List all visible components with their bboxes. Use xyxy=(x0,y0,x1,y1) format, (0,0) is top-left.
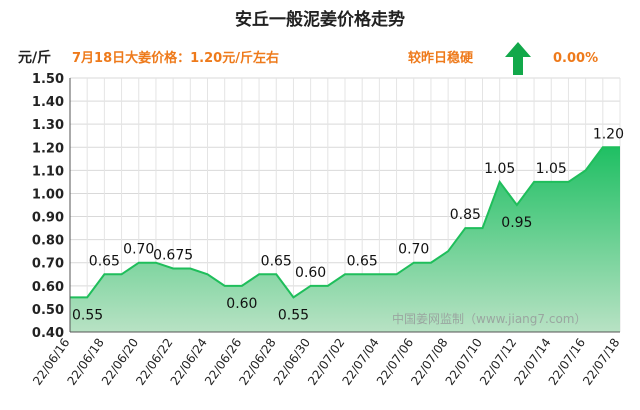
data-labels: 0.550.650.700.6750.600.650.550.600.650.7… xyxy=(72,126,624,323)
x-axis-ticks: 22/06/1622/06/1822/06/2022/06/2222/06/24… xyxy=(30,336,622,388)
y-tick-label: 1.00 xyxy=(32,187,64,202)
compare-label: 较昨日稳硬 xyxy=(408,50,474,66)
data-label: 0.60 xyxy=(226,296,257,312)
data-label: 0.70 xyxy=(123,242,154,258)
data-label: 0.675 xyxy=(153,248,193,264)
data-label: 1.05 xyxy=(484,161,515,177)
y-tick-label: 0.40 xyxy=(32,326,64,341)
y-tick-label: 0.90 xyxy=(32,211,64,226)
chart-title: 安丘一般泥姜价格走势 xyxy=(235,9,405,30)
data-label: 0.95 xyxy=(501,215,532,231)
y-tick-label: 1.10 xyxy=(32,164,64,179)
price-summary: 7月18日大姜价格：1.20元/斤左右 xyxy=(72,50,279,66)
watermark: 中国姜网监制（www.jiang7.com） xyxy=(392,311,586,326)
price-line xyxy=(70,146,620,299)
y-tick-label: 1.30 xyxy=(32,118,64,133)
y-tick-label: 0.50 xyxy=(32,303,64,318)
y-tick-label: 0.70 xyxy=(32,257,64,272)
data-label: 0.65 xyxy=(89,253,120,269)
change-percent: 0.00% xyxy=(553,51,598,66)
up-arrow-icon xyxy=(505,42,531,75)
y-axis-unit: 元/斤 xyxy=(18,49,51,66)
axes xyxy=(69,78,620,333)
y-tick-label: 0.60 xyxy=(32,280,64,295)
data-label: 0.55 xyxy=(278,307,309,323)
data-label: 0.60 xyxy=(295,265,326,281)
data-label: 0.55 xyxy=(72,307,103,323)
data-label: 0.85 xyxy=(450,207,481,223)
data-label: 1.05 xyxy=(536,161,567,177)
data-label: 0.65 xyxy=(347,253,378,269)
y-tick-label: 1.20 xyxy=(32,141,64,156)
data-label: 0.70 xyxy=(398,242,429,258)
y-axis-ticks: 0.40 0.50 0.60 0.70 0.80 0.90 1.00 1.10 1.20 1.30… xyxy=(32,72,64,341)
y-tick-label: 0.80 xyxy=(32,234,64,249)
price-area xyxy=(70,147,620,332)
data-label: 1.20 xyxy=(593,126,624,142)
y-tick-label: 1.40 xyxy=(32,95,64,110)
data-label: 0.65 xyxy=(261,253,292,269)
area-series xyxy=(70,146,620,332)
y-tick-label: 1.50 xyxy=(32,72,64,87)
